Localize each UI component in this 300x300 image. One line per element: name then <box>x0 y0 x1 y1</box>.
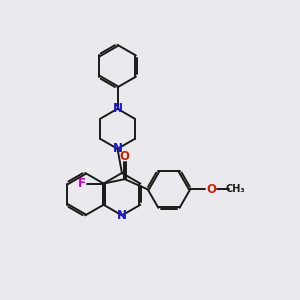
Text: N: N <box>112 142 122 155</box>
Text: O: O <box>120 150 130 163</box>
Text: N: N <box>117 209 127 222</box>
Text: CH₃: CH₃ <box>226 184 246 194</box>
Text: O: O <box>206 183 216 196</box>
Text: F: F <box>77 177 86 190</box>
Text: N: N <box>112 102 122 115</box>
